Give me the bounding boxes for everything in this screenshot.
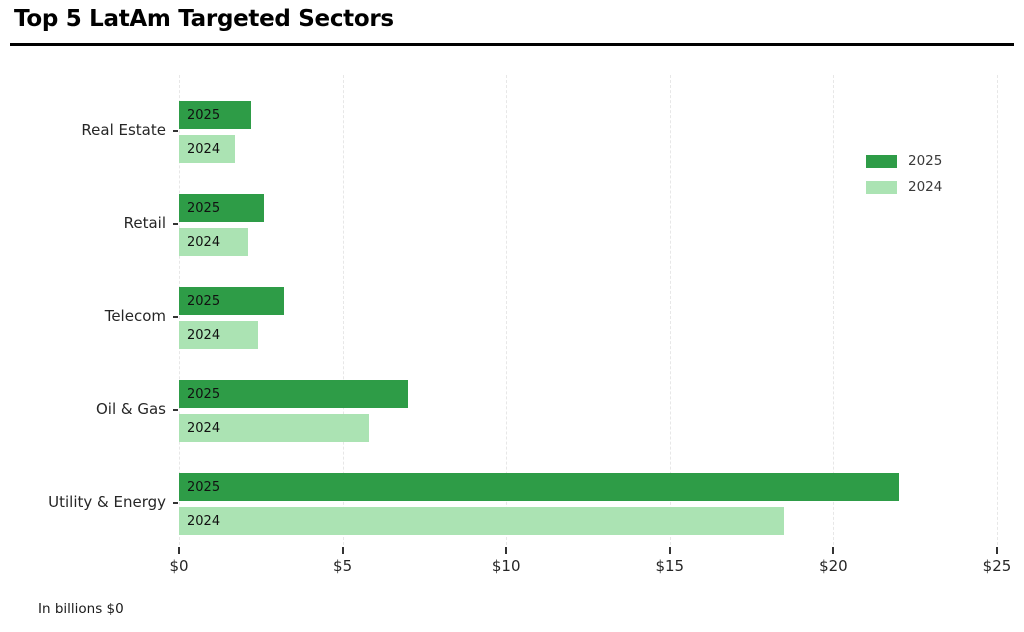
gridline-20 bbox=[833, 75, 835, 545]
gridline-5 bbox=[342, 75, 344, 545]
bar-2025-retail: 2025 bbox=[179, 194, 265, 222]
bar-2025-real-estate: 2025 bbox=[179, 101, 251, 129]
y-tick-telecom bbox=[173, 316, 178, 318]
gridline-25 bbox=[997, 75, 998, 545]
bar-inner-label: 2025 bbox=[187, 200, 221, 216]
bar-inner-label: 2024 bbox=[187, 327, 221, 343]
y-tick-oil-gas bbox=[173, 409, 178, 411]
legend-label-2024: 2024 bbox=[908, 179, 943, 195]
x-tick-label-5: $5 bbox=[333, 557, 353, 575]
x-tick-15 bbox=[668, 547, 671, 554]
bar-2025-oil-gas: 2025 bbox=[179, 380, 409, 408]
bar-inner-label: 2025 bbox=[187, 107, 221, 123]
gridline-15 bbox=[669, 75, 671, 545]
x-tick-0 bbox=[178, 547, 180, 554]
x-tick-label-0: $0 bbox=[169, 557, 189, 575]
x-tick-label-25: $25 bbox=[982, 557, 1012, 575]
y-label-real-estate: Real Estate bbox=[81, 121, 166, 139]
y-tick-retail bbox=[173, 223, 178, 225]
gridline-10 bbox=[506, 75, 508, 545]
plot-area: 2025 2024 2025 2024 2025 2024 2025 2024 2025 2024 bbox=[179, 75, 998, 545]
bar-2025-utility-energy: 2025 bbox=[179, 473, 899, 501]
legend-swatch-2024 bbox=[866, 180, 897, 194]
x-tick-label-15: $15 bbox=[655, 557, 685, 575]
y-tick-real-estate bbox=[173, 130, 178, 132]
bar-inner-label: 2024 bbox=[187, 141, 221, 157]
x-tick-10 bbox=[505, 547, 508, 554]
bar-2024-utility-energy: 2024 bbox=[179, 507, 785, 535]
legend: 2025 2024 bbox=[866, 148, 942, 200]
bar-inner-label: 2025 bbox=[187, 386, 221, 402]
legend-entry-2025: 2025 bbox=[866, 148, 942, 174]
bar-inner-label: 2024 bbox=[187, 420, 221, 436]
bar-2024-real-estate: 2024 bbox=[179, 135, 235, 163]
y-label-oil-gas: Oil & Gas bbox=[95, 400, 166, 418]
bar-2025-telecom: 2025 bbox=[179, 287, 284, 315]
bar-inner-label: 2025 bbox=[187, 293, 221, 309]
bar-inner-label: 2025 bbox=[187, 479, 221, 495]
x-tick-label-20: $20 bbox=[819, 557, 848, 575]
legend-entry-2024: 2024 bbox=[866, 174, 942, 200]
bar-2024-telecom: 2024 bbox=[179, 321, 258, 349]
bar-2024-retail: 2024 bbox=[179, 228, 248, 256]
bar-inner-label: 2024 bbox=[187, 234, 221, 250]
bar-inner-label: 2024 bbox=[187, 513, 221, 529]
bar-2024-oil-gas: 2024 bbox=[179, 414, 369, 442]
chart-title: Top 5 LatAm Targeted Sectors bbox=[14, 6, 394, 32]
y-label-retail: Retail bbox=[123, 214, 166, 232]
y-label-telecom: Telecom bbox=[104, 307, 166, 325]
legend-swatch-2025 bbox=[866, 154, 897, 168]
footer-note: In billions $0 bbox=[38, 601, 124, 617]
x-tick-label-10: $10 bbox=[491, 557, 521, 575]
title-underline bbox=[10, 43, 1014, 46]
legend-label-2025: 2025 bbox=[908, 153, 943, 169]
x-tick-25 bbox=[996, 547, 998, 554]
y-tick-utility-energy bbox=[173, 502, 178, 504]
x-tick-20 bbox=[832, 547, 835, 554]
y-label-utility-energy: Utility & Energy bbox=[48, 493, 166, 511]
x-tick-5 bbox=[341, 547, 344, 554]
